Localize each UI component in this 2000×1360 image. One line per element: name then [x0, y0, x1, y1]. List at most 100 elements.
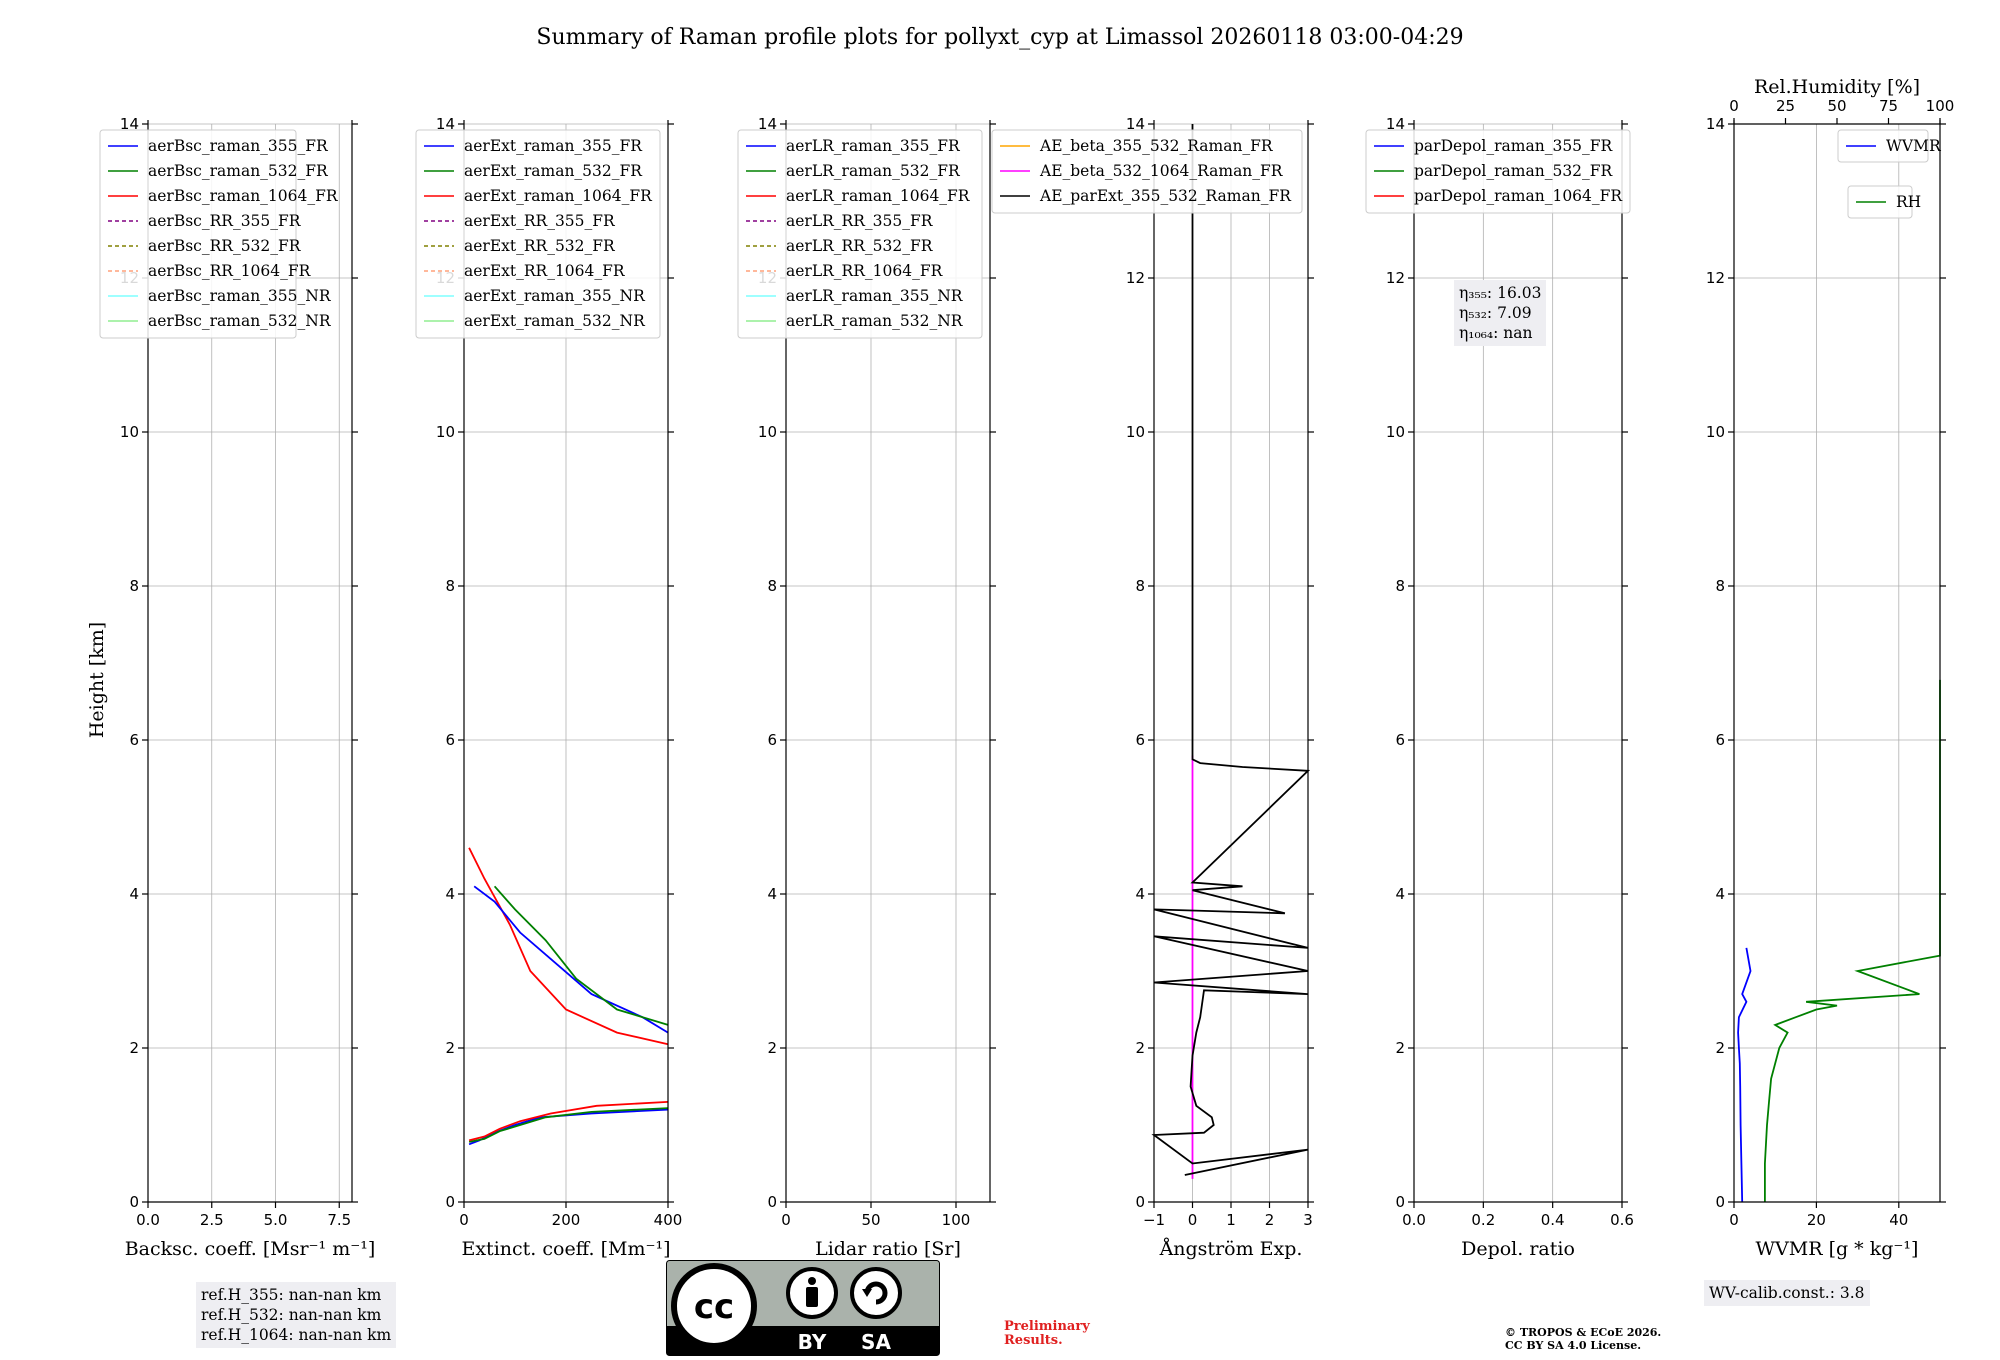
- sa-text: SA: [861, 1330, 891, 1354]
- top-x-tick-label: 50: [1827, 97, 1846, 115]
- y-tick-label: 2: [1395, 1039, 1405, 1057]
- eta-532: η₅₃₂: 7.09: [1459, 304, 1532, 322]
- x-tick-label: 2.5: [200, 1211, 224, 1229]
- y-tick-label: 12: [1126, 269, 1145, 287]
- legend-label: RH: [1896, 193, 1921, 211]
- legend-label: aerBsc_raman_1064_FR: [148, 187, 339, 205]
- y-tick-label: 8: [445, 577, 455, 595]
- cc-by-sa-badge: cc BY SA: [666, 1260, 940, 1356]
- eta-box: η₃₅₅: 16.03 η₅₃₂: 7.09 η₁₀₆₄: nan: [1454, 280, 1547, 346]
- y-tick-label: 10: [758, 423, 777, 441]
- y-tick-label: 6: [1715, 731, 1725, 749]
- copyright-line2: CC BY SA 4.0 License.: [1505, 1339, 1642, 1352]
- x-tick-label: 0: [1729, 1211, 1739, 1229]
- panel-extinction: 024681012140200400Extinct. coeff. [Mm⁻¹]…: [415, 115, 683, 1260]
- legend-label: aerBsc_raman_532_NR: [148, 312, 332, 330]
- sa-arc: [864, 1281, 888, 1305]
- top-axis-label: Rel.Humidity [%]: [1754, 76, 1920, 98]
- legend-label: parDepol_raman_532_FR: [1414, 162, 1614, 180]
- y-tick-label: 8: [767, 577, 777, 595]
- x-axis-label: Lidar ratio [Sr]: [815, 1238, 961, 1260]
- legend-label: aerLR_RR_1064_FR: [786, 262, 944, 280]
- x-tick-label: 0.6: [1610, 1211, 1634, 1229]
- series-RH: [1764, 679, 1941, 1202]
- y-tick-label: 0: [129, 1193, 139, 1211]
- copyright-note: © TROPOS & ECoE 2026. CC BY SA 4.0 Licen…: [1505, 1326, 1661, 1352]
- y-tick-label: 14: [1386, 115, 1405, 133]
- series-aerExt_raman_1064_FR: [468, 847, 669, 1046]
- x-tick-label: 400: [654, 1211, 683, 1229]
- y-tick-label: 14: [1706, 115, 1725, 133]
- copyright-line1: © TROPOS & ECoE 2026.: [1505, 1326, 1662, 1339]
- legend-box: [991, 129, 1303, 214]
- top-x-tick-label: 0: [1729, 97, 1739, 115]
- y-tick-label: 6: [1395, 731, 1405, 749]
- y-tick-label: 8: [129, 577, 139, 595]
- legend-label: aerBsc_raman_532_FR: [148, 162, 329, 180]
- ref-h-532: ref.H_532: nan-nan km: [201, 1306, 382, 1324]
- y-tick-label: 14: [120, 115, 139, 133]
- x-tick-label: 2: [1265, 1211, 1275, 1229]
- y-tick-label: 0: [445, 1193, 455, 1211]
- y-tick-label: 6: [1135, 731, 1145, 749]
- legend-label: aerExt_raman_532_NR: [464, 312, 646, 330]
- y-tick-label: 10: [1126, 423, 1145, 441]
- legend-label: AE_beta_355_532_Raman_FR: [1039, 137, 1274, 155]
- x-tick-label: 0.4: [1541, 1211, 1565, 1229]
- x-tick-label: 5.0: [264, 1211, 288, 1229]
- eta-355: η₃₅₅: 16.03: [1459, 284, 1542, 302]
- legend-label: parDepol_raman_355_FR: [1414, 137, 1614, 155]
- series-aerExt_raman_532_FR: [493, 885, 669, 1026]
- y-tick-label: 0: [1135, 1193, 1145, 1211]
- sa-share-alike-icon: [850, 1267, 902, 1319]
- legend-label: aerExt_raman_355_FR: [464, 137, 643, 155]
- legend-label: aerBsc_RR_532_FR: [148, 237, 302, 255]
- cc-text: cc: [694, 1287, 734, 1327]
- x-tick-label: 0: [781, 1211, 791, 1229]
- x-axis-label: WVMR [g * kg⁻¹]: [1756, 1238, 1919, 1260]
- y-tick-label: 4: [1395, 885, 1405, 903]
- y-axis-label: Height [km]: [86, 622, 108, 738]
- y-tick-label: 10: [436, 423, 455, 441]
- preliminary-line2: Results.: [1004, 1333, 1063, 1348]
- y-tick-label: 10: [1386, 423, 1405, 441]
- y-tick-label: 2: [1135, 1039, 1145, 1057]
- y-tick-label: 2: [1715, 1039, 1725, 1057]
- by-person-head: [808, 1277, 816, 1285]
- legend-label: AE_parExt_355_532_Raman_FR: [1039, 187, 1292, 205]
- y-tick-label: 10: [1706, 423, 1725, 441]
- y-tick-label: 0: [1715, 1193, 1725, 1211]
- x-axis-label: Backsc. coeff. [Msr⁻¹ m⁻¹]: [125, 1238, 376, 1260]
- panel-lidar-ratio: 02468101214050100Lidar ratio [Sr]aerLR_r…: [737, 115, 996, 1260]
- reference-height-box: ref.H_355: nan-nan km ref.H_532: nan-nan…: [196, 1282, 397, 1348]
- x-tick-label: 0.0: [136, 1211, 160, 1229]
- y-tick-label: 4: [1715, 885, 1725, 903]
- ref-h-1064: ref.H_1064: nan-nan km: [201, 1326, 392, 1344]
- legend-label: aerLR_raman_532_FR: [786, 162, 961, 180]
- y-tick-label: 14: [1126, 115, 1145, 133]
- x-axis-label: Extinct. coeff. [Mm⁻¹]: [461, 1238, 670, 1260]
- legend-label: aerExt_RR_355_FR: [464, 212, 616, 230]
- y-tick-label: 4: [129, 885, 139, 903]
- y-tick-label: 6: [445, 731, 455, 749]
- cc-circle-icon: [671, 1263, 757, 1349]
- legend-label: aerLR_raman_1064_FR: [786, 187, 971, 205]
- series-aerExt_raman_355_FR: [473, 885, 669, 1034]
- y-tick-label: 8: [1395, 577, 1405, 595]
- legend-label: aerBsc_RR_1064_FR: [148, 262, 312, 280]
- top-x-tick-label: 75: [1879, 97, 1898, 115]
- by-text: BY: [798, 1330, 827, 1354]
- wv-calibration-box: WV-calib.const.: 3.8: [1704, 1280, 1870, 1306]
- x-tick-label: 7.5: [327, 1211, 351, 1229]
- x-tick-label: 0.0: [1402, 1211, 1426, 1229]
- legend-box: [737, 129, 983, 339]
- top-x-tick-label: 100: [1926, 97, 1955, 115]
- y-tick-label: 12: [1386, 269, 1405, 287]
- legend-label: WVMR: [1886, 137, 1942, 155]
- by-person-body: [806, 1287, 818, 1307]
- y-tick-label: 2: [445, 1039, 455, 1057]
- legend-label: parDepol_raman_1064_FR: [1414, 187, 1623, 205]
